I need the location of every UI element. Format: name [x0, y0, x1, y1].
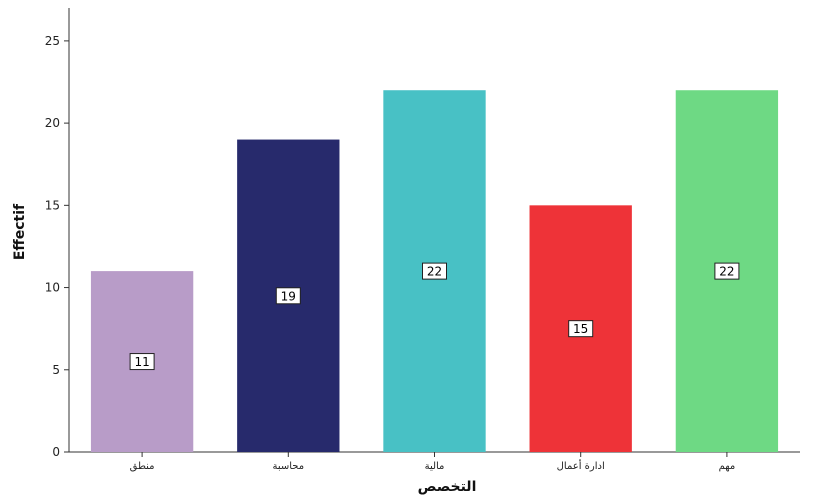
x-axis-title: التخصص: [418, 479, 477, 495]
data-label-box: [129, 353, 155, 371]
y-tick-label: 10: [45, 281, 60, 295]
category-label: محاسبة: [272, 461, 304, 472]
data-label: 22: [719, 265, 734, 279]
category-label: مهم: [719, 461, 736, 472]
data-label: 22: [427, 265, 442, 279]
y-tick-label: 25: [45, 34, 60, 48]
plot-area: 0 5 10 15 20 25 منطق 11 محاسبة 19 مالية 22 ادارة أعم…: [45, 8, 800, 472]
y-tick-label: 20: [45, 116, 60, 130]
category-label: ادارة أعمال: [557, 459, 605, 472]
data-label: 19: [281, 289, 296, 303]
data-label-box: [568, 320, 594, 338]
data-label-box: [422, 262, 447, 280]
category-label: منطق: [130, 461, 155, 472]
y-tick-label: 5: [52, 363, 60, 377]
data-label-box: [714, 262, 740, 280]
category-label: مالية: [425, 461, 445, 472]
data-label: 11: [134, 355, 149, 369]
y-tick-label: 0: [52, 445, 60, 459]
data-label-box: [275, 287, 301, 305]
y-axis-title: Effectif: [12, 203, 28, 260]
data-label: 15: [573, 322, 588, 336]
y-tick-label: 15: [45, 198, 60, 212]
